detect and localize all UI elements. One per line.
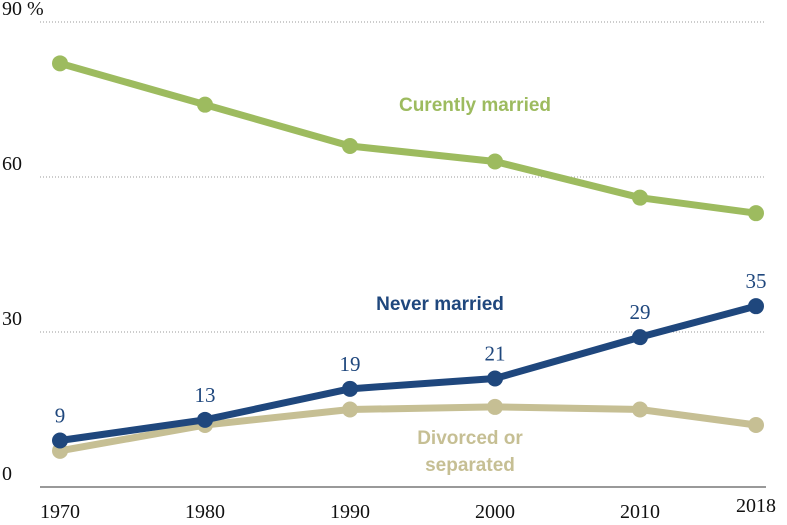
data-point [632,401,648,418]
series-line [59,302,757,444]
series-label-line: Divorced or [417,428,523,449]
data-point [632,329,648,346]
data-point [197,411,213,428]
y-tick-label: 0 [2,463,12,485]
data-point [342,138,358,154]
x-tick-label: 1980 [185,501,225,523]
data-point [342,380,358,397]
data-point [748,205,764,222]
value-label: 35 [746,269,767,293]
value-label: 21 [485,342,506,366]
series-line [59,59,757,217]
series-line [59,403,757,455]
y-tick-label: 60 [2,153,22,175]
value-label: 9 [55,404,66,428]
value-label: 19 [340,352,361,376]
data-point [748,298,764,315]
value-label: 13 [195,383,216,407]
data-point [52,55,68,72]
value-label: 29 [630,300,651,324]
x-tick-label: 2000 [475,501,515,523]
series-label: Curently married [399,95,551,116]
series-label: Divorced or separated [417,428,523,476]
data-point [632,189,648,206]
series-label-line: Never married [376,294,504,315]
data-point [197,96,213,113]
data-point [748,417,764,433]
x-tick-label: 1990 [330,501,370,523]
y-tick-label: 30 [2,308,22,330]
data-point [52,432,68,449]
series-label-line: separated [425,455,515,476]
series-label: Never married [376,294,504,315]
x-tick-label: 2010 [620,501,660,523]
data-point [487,398,503,415]
data-point [342,401,358,418]
series-label-line: Curently married [399,95,551,116]
x-tick-label: 1970 [40,501,80,523]
data-point [487,370,503,387]
x-tick-label: 2018 [736,495,776,517]
y-tick-label: 90 % [2,0,44,20]
data-point [487,153,503,170]
